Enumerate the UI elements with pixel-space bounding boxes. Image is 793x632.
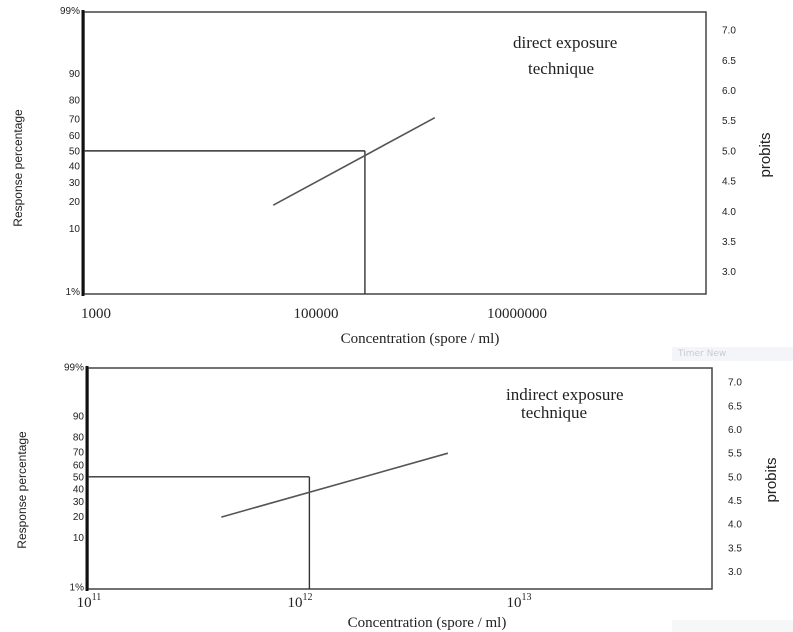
y-left-tick-label: 50 — [69, 146, 81, 157]
y-left-tick-label: 80 — [69, 96, 81, 107]
y-left-tick-label: 10 — [73, 533, 85, 544]
y-left-tick-label: 60 — [69, 131, 81, 142]
y-right-tick-label: 3.5 — [722, 237, 736, 248]
y-left-axis-label: Response percentage — [11, 109, 25, 227]
y-left-tick-label: 60 — [73, 460, 85, 471]
x-tick-exponent: 13 — [522, 592, 532, 603]
y-right-tick-label: 3.5 — [728, 543, 742, 554]
y-right-tick-label: 4.5 — [722, 177, 736, 188]
y-left-tick-label: 70 — [69, 115, 81, 126]
y-left-axis-label: Response percentage — [15, 431, 29, 549]
x-axis-label: Concentration (spore / ml) — [341, 331, 500, 347]
y-right-tick-label: 4.0 — [728, 520, 742, 531]
y-right-tick-label: 6.0 — [722, 86, 736, 97]
y-left-tick-label: 90 — [73, 412, 85, 423]
y-right-tick-label: 3.0 — [722, 267, 736, 278]
y-right-axis-label: probits — [757, 132, 774, 177]
y-right-tick-label: 6.0 — [728, 425, 742, 436]
y-left-tick-label: 99% — [64, 362, 84, 373]
probit-regression-line — [221, 452, 449, 518]
y-right-tick-label: 5.5 — [722, 116, 736, 127]
watermark-strip — [672, 620, 793, 632]
y-right-tick-label: 6.5 — [728, 401, 742, 412]
y-left-tick-label: 40 — [69, 162, 81, 173]
x-tick-base: 10 — [288, 595, 303, 611]
y-right-tick-label: 3.0 — [728, 567, 742, 578]
y-right-tick-label: 6.5 — [722, 56, 736, 67]
x-tick-label: 100000 — [294, 306, 339, 322]
y-left-tick-label: 90 — [69, 69, 81, 80]
y-left-tick-label: 30 — [69, 178, 81, 189]
y-right-tick-label: 4.0 — [722, 207, 736, 218]
x-tick-base: 10 — [77, 595, 92, 611]
x-tick-label: 1000 — [81, 306, 111, 322]
y-left-tick-label: 70 — [73, 448, 85, 459]
y-right-axis-label: probits — [763, 457, 780, 502]
x-tick-exponent: 11 — [92, 592, 102, 603]
y-left-tick-label: 30 — [73, 497, 85, 508]
y-right-tick-label: 7.0 — [722, 26, 736, 37]
y-left-tick-label: 20 — [73, 512, 85, 523]
x-tick-base: 10 — [507, 595, 522, 611]
y-right-tick-label: 5.5 — [728, 449, 742, 460]
y-left-tick-label: 1% — [66, 287, 81, 298]
chart-panel-direct: 99% 90 80 70 60 50 40 30 20 10 1% 7.0 6.5 6.0 5.5 5.0 4.… — [11, 6, 774, 347]
y-left-tick-label: 50 — [73, 472, 85, 483]
y-left-tick-label: 10 — [69, 224, 81, 235]
x-tick-exponent: 12 — [303, 592, 313, 603]
technique-annotation: technique — [521, 403, 587, 422]
x-tick-label: 1013 — [507, 592, 532, 611]
x-axis-label: Concentration (spore / ml) — [348, 615, 507, 631]
technique-annotation: indirect exposure — [506, 385, 624, 404]
probit-regression-line — [272, 116, 436, 206]
x-tick-label: 10000000 — [487, 306, 547, 322]
x-tick-label: 1012 — [288, 592, 313, 611]
y-left-tick-label: 20 — [69, 197, 81, 208]
y-left-tick-label: 40 — [73, 484, 85, 495]
y-left-tick-label: 80 — [73, 433, 85, 444]
technique-annotation: technique — [528, 59, 594, 78]
x-tick-label: 1011 — [77, 592, 102, 611]
y-left-tick-label: 99% — [60, 6, 80, 17]
plot-frame — [83, 11, 707, 295]
y-right-tick-label: 5.0 — [722, 146, 736, 157]
y-right-tick-label: 4.5 — [728, 496, 742, 507]
y-right-tick-label: 5.0 — [728, 472, 742, 483]
watermark-text: Timer New — [672, 347, 793, 361]
y-right-tick-label: 7.0 — [728, 378, 742, 389]
technique-annotation: direct exposure — [513, 33, 617, 52]
y-left-tick-label: 1% — [70, 582, 85, 593]
